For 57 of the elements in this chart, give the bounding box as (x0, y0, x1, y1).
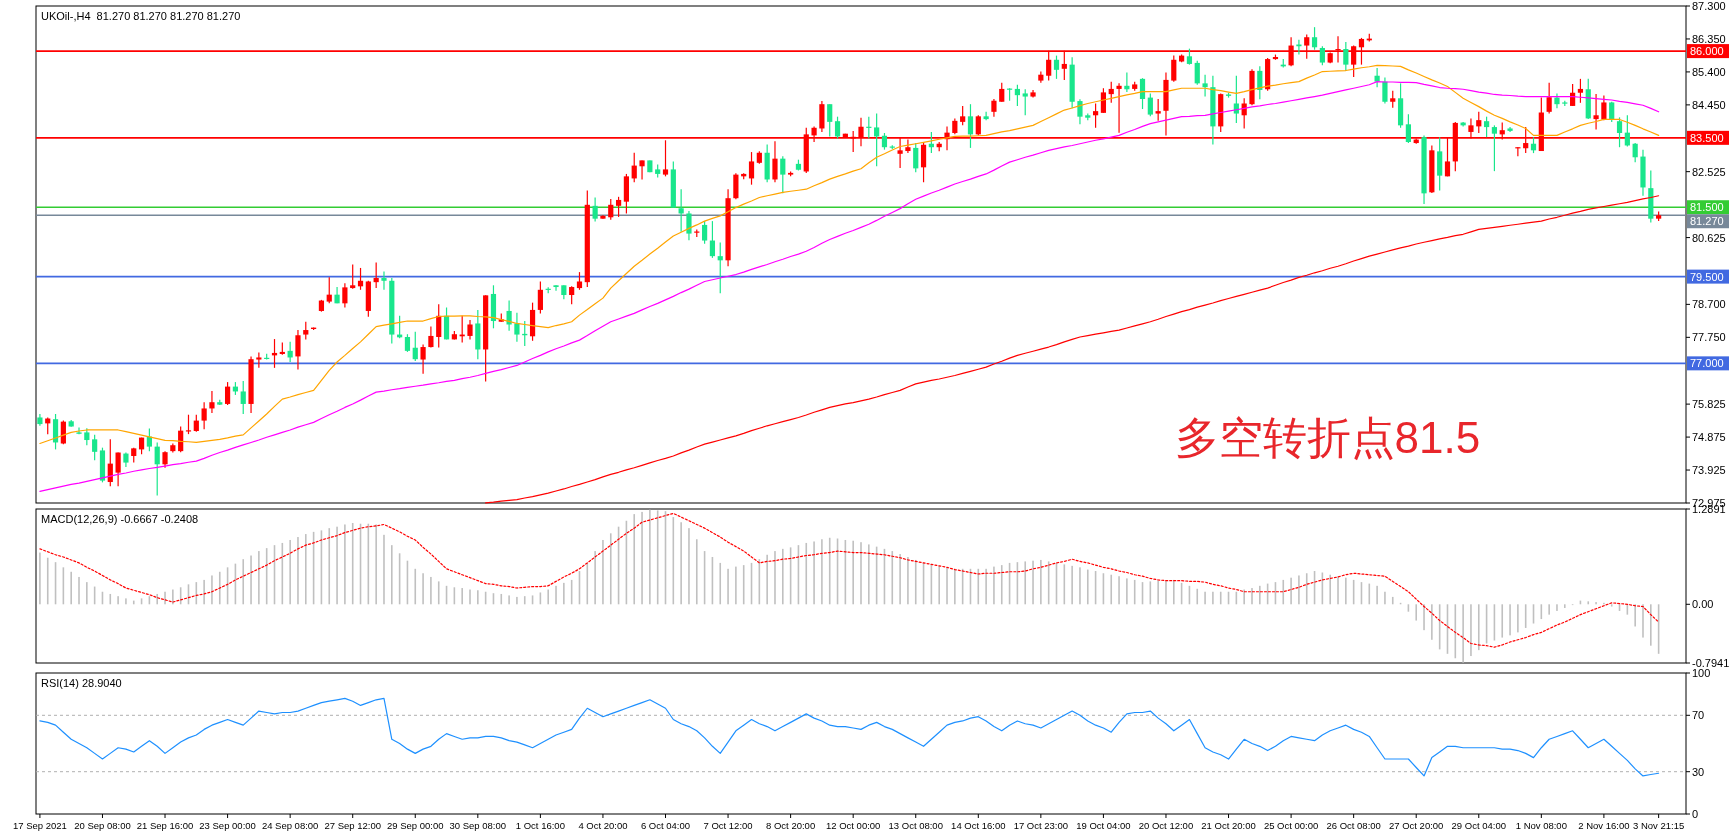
x-tick-label: 21 Sep 16:00 (136, 820, 194, 831)
ref-line-label: 83.500 (1690, 131, 1724, 144)
y-tick-label: 0 (1692, 808, 1699, 820)
x-tick-label: 7 Oct 12:00 (703, 820, 753, 831)
x-tick-label: 27 Sep 12:00 (324, 820, 381, 831)
x-tick-label: 13 Oct 08:00 (888, 820, 943, 831)
x-tick-label: 6 Oct 04:00 (640, 820, 691, 831)
x-tick-label: 1 Nov 08:00 (1515, 820, 1567, 831)
y-tick-label: 77.750 (1692, 331, 1726, 344)
y-tick-label: 85.400 (1692, 65, 1726, 78)
ref-line-label: 86.000 (1690, 45, 1724, 58)
x-tick-label: 21 Oct 20:00 (1201, 820, 1256, 831)
ref-line-label: 79.500 (1690, 270, 1724, 283)
y-tick-label: 73.925 (1692, 464, 1726, 477)
x-tick-label: 20 Sep 08:00 (74, 820, 131, 831)
y-tick-label: 87.300 (1692, 0, 1726, 12)
x-tick-label: 27 Oct 20:00 (1389, 820, 1444, 831)
y-tick-label: 84.450 (1692, 98, 1726, 111)
x-tick-label: 8 Oct 20:00 (766, 820, 816, 831)
x-tick-label: 1 Oct 16:00 (515, 820, 565, 831)
x-tick-label: 14 Oct 16:00 (951, 820, 1006, 831)
y-tick-label: 70 (1692, 709, 1705, 722)
x-tick-label: 19 Oct 04:00 (1076, 820, 1131, 831)
chart-title: MACD(12,26,9) -0.6667 -0.2408 (41, 513, 199, 525)
ref-line-label: 81.500 (1690, 201, 1724, 214)
x-tick-label: 23 Sep 00:00 (199, 820, 256, 831)
x-tick-label: 17 Sep 2021 (12, 820, 67, 831)
x-tick-label: 26 Oct 08:00 (1326, 820, 1381, 831)
ref-line-label: 77.000 (1690, 357, 1724, 370)
x-tick-label: 17 Oct 23:00 (1013, 820, 1069, 831)
y-tick-label: 82.525 (1692, 165, 1726, 178)
y-tick-label: 74.875 (1692, 431, 1726, 444)
y-tick-label: 78.700 (1692, 298, 1726, 311)
ref-line-label: 81.270 (1690, 215, 1724, 228)
y-tick-label: 75.825 (1692, 398, 1726, 411)
y-tick-label: 86.350 (1692, 32, 1726, 45)
annotation: 多空转折点81.5 (1174, 413, 1481, 463)
x-tick-label: 29 Oct 04:00 (1451, 820, 1506, 831)
x-tick-label: 25 Oct 00:00 (1263, 820, 1319, 831)
x-tick-label: 12 Oct 00:00 (825, 820, 881, 831)
y-tick-label: 80.625 (1692, 231, 1726, 244)
y-tick-label: 100 (1692, 667, 1711, 679)
chart-title: RSI(14) 28.9040 (41, 677, 122, 689)
line-series (39, 512, 1660, 648)
x-tick-label: 30 Sep 08:00 (449, 820, 507, 831)
line-series (39, 697, 1660, 777)
x-tick-label: 4 Oct 20:00 (578, 820, 628, 831)
x-tick-label: 2 Nov 16:00 (1578, 820, 1630, 831)
y-tick-label: -0.7941 (1692, 657, 1729, 669)
x-tick-label: 20 Oct 12:00 (1138, 820, 1194, 831)
x-tick-label: 3 Nov 21:15 (1633, 820, 1685, 831)
x-tick-label: 29 Sep 00:00 (387, 820, 444, 831)
y-tick-label: 0.00 (1692, 598, 1714, 611)
chart-title: UKOil-,H4 81.270 81.270 81.270 81.270 (41, 10, 241, 22)
y-tick-label: 30 (1692, 765, 1705, 778)
line-series (485, 195, 1660, 504)
x-tick-label: 24 Sep 08:00 (261, 820, 319, 831)
